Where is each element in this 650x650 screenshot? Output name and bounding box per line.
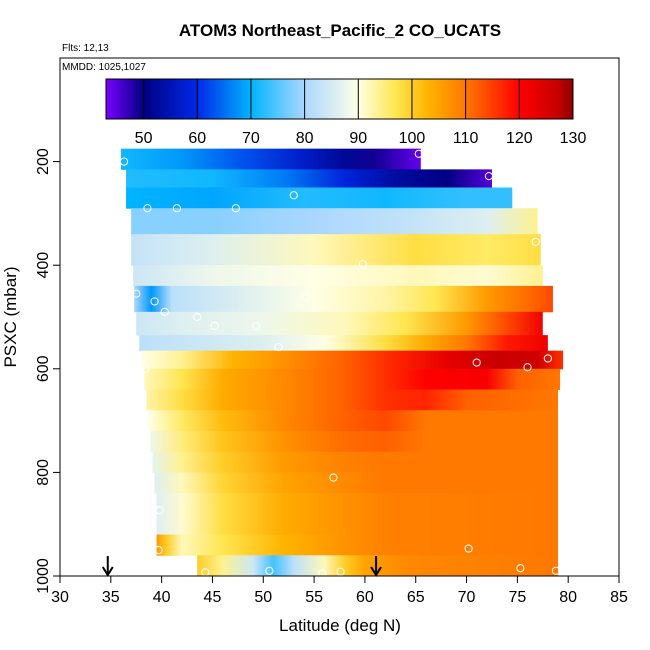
observation-point <box>143 204 152 213</box>
observation-point <box>358 260 367 269</box>
observation-point <box>154 546 163 555</box>
x-tick-label: 85 <box>610 589 628 606</box>
observation-point <box>265 566 274 575</box>
y-tick-label: 800 <box>35 459 52 486</box>
observation-point <box>516 564 525 573</box>
observation-point <box>141 364 150 373</box>
colorbar-scale <box>105 78 574 120</box>
heatmap-row <box>136 311 543 336</box>
observation-point <box>318 569 327 578</box>
observation-point <box>484 172 494 181</box>
observation-point <box>531 237 540 246</box>
observation-point <box>231 204 240 213</box>
down-arrow-icon <box>370 556 382 577</box>
heatmap-rows <box>120 148 564 577</box>
observation-point <box>464 544 473 553</box>
observation-point <box>543 354 552 363</box>
x-tick-label: 80 <box>559 589 577 606</box>
observation-point <box>472 358 481 367</box>
observation-point <box>150 297 159 306</box>
observation-point <box>301 293 311 302</box>
heatmap-row <box>148 410 559 432</box>
observation-point <box>329 473 338 482</box>
observation-point <box>274 342 283 352</box>
colorbar-tick-label: 80 <box>296 130 314 147</box>
x-tick-label: 70 <box>458 589 476 606</box>
colorbar: 50 60 70 80 90 100 110 120 130 <box>105 78 587 147</box>
heatmap-row <box>141 350 564 370</box>
x-tick-label: 65 <box>407 589 425 606</box>
x-tick-label: 60 <box>356 589 374 606</box>
colorbar-tick-label: 90 <box>349 130 367 147</box>
colorbar-tick-label: 70 <box>242 130 260 147</box>
observation-point <box>523 363 532 372</box>
observation-point <box>172 204 181 213</box>
observation-point <box>160 307 169 316</box>
heatmap-row <box>146 389 559 411</box>
observation-point <box>119 157 129 166</box>
heatmap-row <box>120 148 421 170</box>
colorbar-tick-label: 130 <box>560 130 587 147</box>
y-tick-label: 200 <box>35 148 52 175</box>
colorbar-tick-label: 50 <box>135 130 153 147</box>
x-tick-label: 75 <box>508 589 526 606</box>
observation-point <box>132 289 141 298</box>
heatmap-row <box>133 265 543 287</box>
x-tick-label: 40 <box>153 589 171 606</box>
colorbar-tick-label: 100 <box>399 130 426 147</box>
colorbar-tick-label: 60 <box>188 130 206 147</box>
observation-point <box>155 506 164 515</box>
down-arrow-icon <box>101 556 114 577</box>
heatmap-row <box>152 451 559 473</box>
observation-point <box>551 566 561 575</box>
y-axis-label: PSXC (mbar) <box>1 266 20 367</box>
colorbar-tick-label: 110 <box>453 130 479 147</box>
heatmap-row <box>131 208 538 235</box>
observation-point <box>193 312 202 322</box>
observation-point <box>210 321 219 330</box>
plot-frame <box>59 57 620 577</box>
x-axis: 30 35 40 45 50 55 60 65 70 75 80 85 <box>51 576 628 606</box>
y-tick-label: 400 <box>35 252 52 279</box>
x-tick-label: 30 <box>51 589 69 606</box>
heatmap-row <box>156 513 559 536</box>
date-annotation: MMDD: 1025,1027 <box>62 62 146 73</box>
heatmap-row <box>197 555 559 577</box>
heatmap-row <box>150 430 559 453</box>
colorbar-tick-label: 120 <box>506 130 533 147</box>
heatmap-row <box>154 472 559 494</box>
x-tick-label: 45 <box>204 589 222 606</box>
heatmap-row <box>139 335 548 352</box>
x-tick-label: 55 <box>305 589 323 606</box>
heatmap-row <box>134 285 553 313</box>
observation-point <box>336 567 345 576</box>
y-axis: 200 400 600 800 1000 <box>35 148 60 594</box>
x-tick-label: 50 <box>254 589 272 606</box>
heatmap-row <box>144 368 561 391</box>
heatmap-row <box>131 234 541 266</box>
observation-point <box>252 322 261 331</box>
y-tick-label: 1000 <box>35 558 52 594</box>
observation-point <box>289 191 298 200</box>
observation-points <box>119 149 561 578</box>
observation-point <box>414 149 423 158</box>
y-tick-label: 600 <box>35 355 52 382</box>
heatmap-row <box>156 493 559 515</box>
position-arrows <box>101 556 382 577</box>
heatmap-row <box>126 169 492 188</box>
flights-annotation: Flts: 12,13 <box>62 43 109 54</box>
chart-title: ATOM3 Northeast_Pacific_2 CO_UCATS <box>179 21 501 40</box>
heatmap-row <box>126 187 513 209</box>
heatmap-row <box>156 534 559 556</box>
x-axis-label: Latitude (deg N) <box>279 616 401 635</box>
x-tick-label: 35 <box>102 589 120 606</box>
